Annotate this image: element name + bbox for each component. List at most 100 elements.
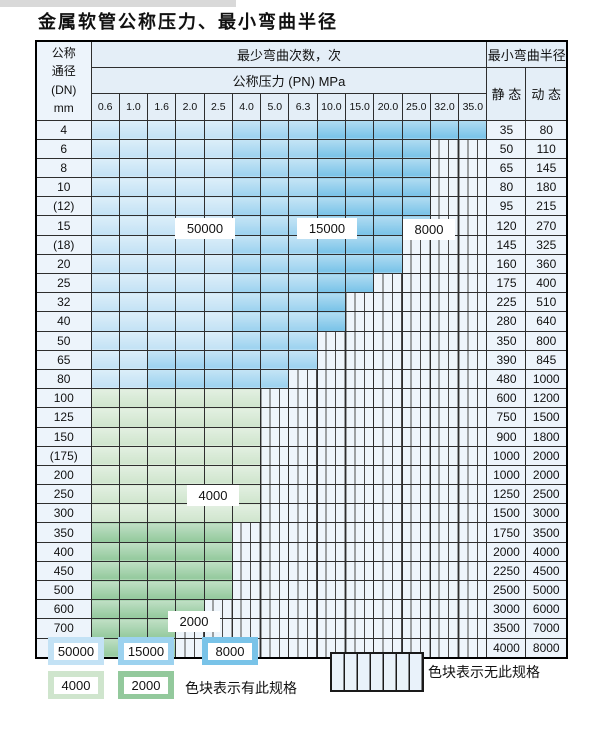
no-spec-cell [373,618,403,639]
spec-cell [90,599,120,620]
spec-cell [231,215,262,236]
spec-cell [90,445,120,466]
no-spec-cell [260,637,290,659]
dn-cell: (175) [35,445,92,466]
table-row: 25 175 400 [35,272,568,294]
no-spec-cell [429,138,460,159]
spec-cell [316,138,347,159]
spec-cell [118,484,149,505]
no-spec-cell [345,522,375,543]
dynamic-column-header: 动 态 [525,66,568,121]
spec-cell [231,349,262,370]
no-spec-cell [458,215,488,236]
spec-cell [90,157,120,179]
spec-cell [260,119,290,140]
spec-cell [147,311,177,332]
no-spec-cell [429,522,460,543]
no-spec-cell [373,349,403,370]
no-spec-cell [401,579,431,601]
no-spec-cell [373,445,403,466]
no-spec-cell [345,311,375,332]
spec-cell [147,503,177,524]
no-spec-cell [316,599,347,620]
dynamic-cell: 4000 [525,541,568,562]
dynamic-cell: 800 [525,330,568,351]
spec-cell [345,272,375,294]
no-spec-cell [316,349,347,370]
spec-cell [90,522,120,543]
spec-cell [90,464,120,486]
dn-cell: 80 [35,368,92,390]
dn-cell: 8 [35,157,92,179]
spec-cell [231,311,262,332]
no-spec-cell [288,541,318,562]
spec-cell [118,234,149,255]
spec-cell [203,138,233,159]
spec-cell [345,253,375,275]
spec-cell [118,215,149,236]
spec-cell [175,177,205,198]
spec-cell [203,177,233,198]
no-spec-cell [345,618,375,639]
spec-cell [147,330,177,351]
dynamic-cell: 270 [525,215,568,236]
static-cell: 4000 [486,637,527,659]
dn-cell: 25 [35,272,92,294]
no-spec-cell [373,407,403,428]
no-spec-cell [429,388,460,409]
dn-cell: 700 [35,618,92,639]
spec-cell [203,522,233,543]
no-spec-cell [231,541,262,562]
no-spec-cell [401,349,431,370]
table-row: 300 1500 3000 [35,503,568,524]
spec-cell [118,407,149,428]
spec-cell [203,579,233,601]
no-spec-cell [373,599,403,620]
pressure-tick: 6.3 [288,92,318,121]
table-row: 50 350 800 [35,330,568,351]
dn-cell: 4 [35,119,92,140]
static-cell: 2250 [486,560,527,582]
static-cell: 35 [486,119,527,140]
no-spec-cell [401,445,431,466]
no-spec-cell [458,484,488,505]
dn-cell: 600 [35,599,92,620]
table-row: (12) 95 215 [35,196,568,217]
overlay-label-2000: 2000 [168,611,220,632]
no-spec-cell [373,426,403,447]
spec-cell [231,503,262,524]
dn-header-line: (DN) [51,82,77,97]
no-spec-cell [373,484,403,505]
spec-cell [288,349,318,370]
spec-cell [316,119,347,140]
table-row: 40 280 640 [35,311,568,332]
spec-cell [373,234,403,255]
no-spec-cell [429,599,460,620]
dn-cell: 15 [35,215,92,236]
static-cell: 145 [486,234,527,255]
static-cell: 600 [486,388,527,409]
no-spec-cell [345,445,375,466]
no-spec-cell [373,330,403,351]
spec-cell [175,522,205,543]
no-spec-cell [231,579,262,601]
spec-cell [90,484,120,505]
legend-swatch-label: 50000 [54,642,98,660]
no-spec-cell [401,330,431,351]
no-spec-cell [345,503,375,524]
no-spec-cell [288,445,318,466]
no-spec-cell [260,579,290,601]
spec-cell [203,407,233,428]
table-row: 500 2500 5000 [35,579,568,601]
no-spec-cell [316,618,347,639]
dynamic-cell: 510 [525,292,568,313]
table-row: 10 80 180 [35,177,568,198]
spec-cell [345,177,375,198]
legend-swatch-8000: 8000 [202,637,258,665]
no-spec-cell [288,560,318,582]
no-spec-cell [458,368,488,390]
spec-cell [118,599,149,620]
no-spec-cell [316,522,347,543]
no-spec-cell [260,407,290,428]
dynamic-cell: 8000 [525,637,568,659]
